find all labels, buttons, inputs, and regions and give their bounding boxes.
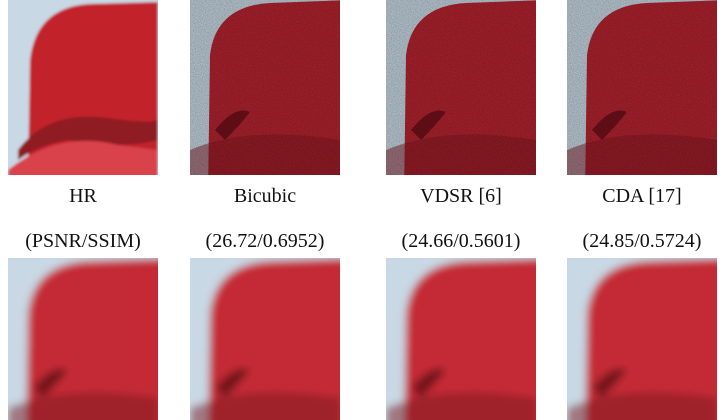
image-patch xyxy=(386,258,536,420)
patch-content xyxy=(567,0,717,175)
patch-content xyxy=(190,258,340,420)
image-patch xyxy=(8,0,158,175)
image-patch xyxy=(190,258,340,420)
figure: {"figure": {"columns": [ {"name": "HR", … xyxy=(0,0,724,420)
method-metrics: (26.72/0.6952) xyxy=(170,230,360,253)
method-metrics: (24.85/0.5724) xyxy=(547,230,724,253)
method-name: CDA [17] xyxy=(547,185,724,208)
patch-content xyxy=(386,0,536,175)
page: html, body { margin: 0; padding: 0; } bo… xyxy=(0,0,724,420)
patch-content xyxy=(567,258,717,420)
method-metrics: (PSNR/SSIM) xyxy=(0,230,178,253)
image-patch xyxy=(567,0,717,175)
patch-content xyxy=(8,0,158,175)
image-patch xyxy=(8,258,158,420)
method-name: HR xyxy=(0,185,178,208)
patch-content xyxy=(386,258,536,420)
image-patch xyxy=(190,0,340,175)
patch-content xyxy=(190,0,340,175)
method-metrics: (24.66/0.5601) xyxy=(366,230,556,253)
image-patch xyxy=(567,258,717,420)
method-name: Bicubic xyxy=(170,185,360,208)
method-name: VDSR [6] xyxy=(366,185,556,208)
image-patch xyxy=(386,0,536,175)
patch-content xyxy=(8,258,158,420)
